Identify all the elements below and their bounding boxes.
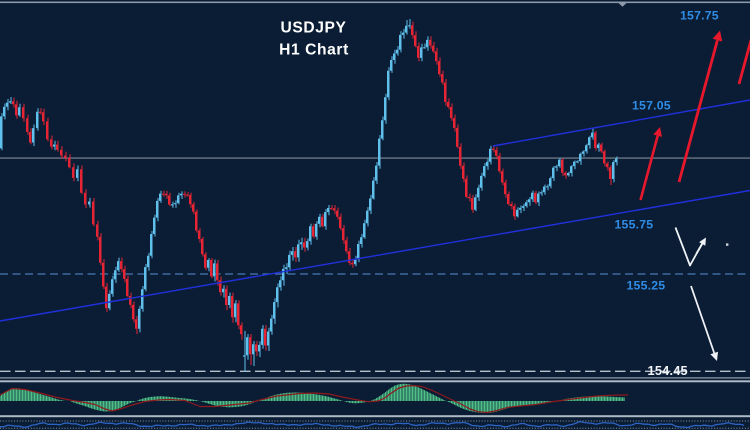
svg-text:157.05: 157.05 xyxy=(632,98,671,112)
svg-text:H1 Chart: H1 Chart xyxy=(279,41,349,58)
svg-text:155.25: 155.25 xyxy=(627,278,666,292)
svg-text:157.75: 157.75 xyxy=(680,9,719,23)
svg-text:154.45: 154.45 xyxy=(648,363,688,378)
svg-text:USDJPY: USDJPY xyxy=(281,19,347,36)
svg-text:155.75: 155.75 xyxy=(615,217,654,231)
